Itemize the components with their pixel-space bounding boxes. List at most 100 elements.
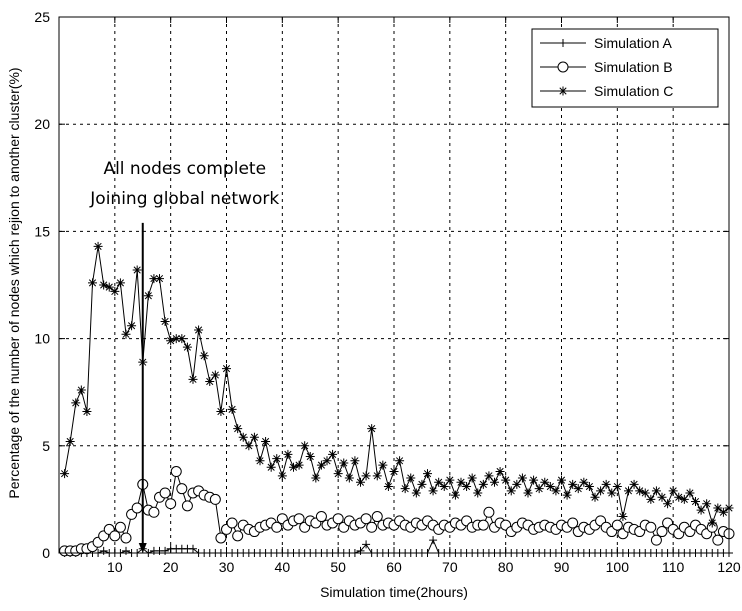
data-point-star (383, 482, 393, 492)
data-point-circle (371, 511, 383, 523)
data-point-star (283, 449, 293, 459)
data-point-star (707, 518, 717, 528)
data-point-star (216, 406, 226, 416)
data-point-star (76, 385, 86, 395)
data-point-circle (165, 498, 177, 510)
y-tick-label: 15 (34, 223, 50, 239)
data-point-circle (477, 519, 489, 531)
x-tick-label: 110 (662, 559, 685, 575)
data-point-star (104, 282, 114, 292)
data-point-circle (483, 506, 495, 518)
data-point-circle (315, 511, 327, 523)
data-point-star (612, 482, 622, 492)
data-point-star (696, 505, 706, 515)
y-tick-label: 25 (34, 9, 50, 25)
data-point-star (93, 241, 103, 251)
data-point-star (205, 376, 215, 386)
x-tick-label: 40 (275, 559, 291, 575)
legend-item: Simulation A (540, 35, 672, 51)
data-point-star (646, 494, 656, 504)
x-tick-label: 80 (498, 559, 514, 575)
data-point-star (210, 370, 220, 380)
data-point-star (512, 479, 522, 489)
data-point-star (495, 467, 505, 477)
data-point-star (406, 473, 416, 483)
data-point-star (372, 471, 382, 481)
data-point-star (478, 479, 488, 489)
data-point-star (557, 475, 566, 485)
data-point-star (640, 488, 650, 498)
data-point-star (462, 482, 472, 492)
data-point-circle (567, 517, 579, 529)
data-point-circle (232, 530, 244, 542)
data-point-star (99, 280, 109, 290)
data-point-circle (120, 532, 132, 544)
y-tick-label: 0 (42, 545, 50, 561)
data-point-plus (356, 546, 365, 555)
x-tick-label: 30 (219, 559, 235, 575)
data-point-star (579, 477, 589, 487)
data-point-star (601, 479, 611, 489)
data-point-star (244, 441, 254, 451)
data-point-star (618, 512, 628, 522)
data-point-star (227, 404, 237, 414)
data-point-circle (131, 502, 143, 514)
data-point-circle (226, 517, 238, 529)
data-point-star (166, 336, 176, 346)
data-point-star (534, 484, 544, 494)
data-point-star (702, 499, 712, 509)
data-point-star (266, 462, 276, 472)
data-point-circle (209, 493, 221, 505)
data-point-plus (99, 546, 108, 555)
data-point-star (339, 458, 349, 468)
annotation-arrowhead (138, 543, 147, 553)
data-point-plus (161, 546, 170, 555)
data-point-star (132, 265, 142, 275)
annotation-text: Joining global network (89, 189, 279, 209)
data-point-star (88, 278, 97, 288)
data-point-star (450, 490, 460, 500)
data-point-star (60, 469, 70, 479)
data-point-star (160, 316, 170, 326)
data-point-star (506, 486, 516, 496)
data-point-plus (559, 39, 567, 47)
data-point-star (679, 494, 689, 504)
data-point-circle (712, 534, 724, 546)
data-point-star (322, 456, 332, 466)
data-point-star (155, 274, 164, 284)
x-tick-label: 70 (442, 559, 458, 575)
data-point-star (289, 462, 298, 472)
data-point-plus (429, 536, 438, 545)
data-point-star (411, 488, 421, 498)
x-tick-label: 90 (554, 559, 570, 575)
legend-item: Simulation C (540, 83, 673, 99)
data-point-star (149, 274, 159, 284)
data-point-star (635, 486, 645, 496)
data-point-star (305, 452, 315, 462)
data-point-star (713, 503, 723, 513)
data-point-star (596, 486, 606, 496)
data-point-star (568, 479, 578, 489)
data-point-star (540, 477, 550, 487)
data-point-star (439, 482, 449, 492)
data-point-star (300, 441, 310, 451)
data-point-star (456, 477, 466, 487)
x-tick-label: 120 (717, 559, 741, 575)
data-point-star (182, 342, 192, 352)
legend-item: Simulation B (540, 59, 673, 75)
data-point-star (490, 477, 499, 487)
data-point-circle (656, 526, 668, 538)
legend-label: Simulation B (594, 59, 673, 75)
data-point-star (367, 424, 377, 434)
data-point-star (127, 321, 137, 331)
data-point-star (657, 492, 667, 502)
x-tick-label: 50 (330, 559, 346, 575)
data-point-circle (650, 534, 662, 546)
data-point-star (350, 456, 360, 466)
data-point-star (356, 477, 365, 487)
data-point-star (417, 479, 427, 489)
data-point-circle (215, 532, 227, 544)
data-point-star (261, 437, 271, 447)
data-point-circle (271, 521, 283, 533)
data-point-star (517, 473, 527, 483)
